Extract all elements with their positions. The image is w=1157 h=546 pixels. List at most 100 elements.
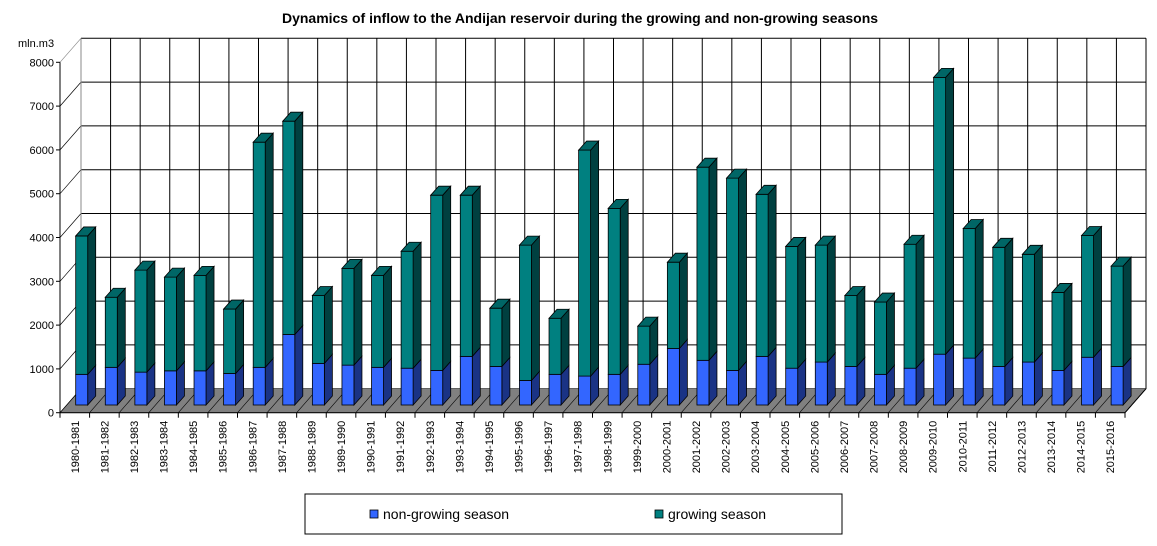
bar-growing <box>1081 235 1094 358</box>
bar-growing-side <box>738 168 747 372</box>
bar-growing-side <box>471 185 481 358</box>
bar-stack-1981-1982 <box>104 287 127 407</box>
bar-growing <box>519 244 532 381</box>
x-tick-label: 1997-1998 <box>573 421 585 474</box>
bar-growing-side <box>1122 256 1132 368</box>
bar-growing-side <box>856 285 866 368</box>
bar-non-growing-side <box>471 346 481 407</box>
bar-growing-side <box>323 285 333 365</box>
bar-growing-side <box>146 260 156 374</box>
bar-non-growing <box>489 366 503 406</box>
bar-growing <box>666 261 680 349</box>
bar-growing-top <box>222 299 245 310</box>
bar-stack-1986-1987 <box>252 132 275 407</box>
bar-growing <box>755 193 769 357</box>
bar-stack-1983-1984 <box>163 267 186 407</box>
bar-growing-side <box>501 298 511 368</box>
bar-stack-2003-2004 <box>755 184 778 407</box>
bar-non-growing <box>696 359 710 406</box>
bar-non-growing <box>962 357 976 406</box>
bar-growing-top <box>281 111 304 122</box>
bar-stack-2009-2010 <box>932 67 955 407</box>
bars <box>74 67 1133 407</box>
x-tick-label: 2001-2002 <box>691 421 703 474</box>
bar-growing-top <box>370 265 393 276</box>
bar-growing <box>933 76 947 355</box>
bar-stack-1997-1998 <box>577 140 600 407</box>
bar-growing-top <box>873 292 896 303</box>
x-tick-label: 2008-2009 <box>898 421 910 474</box>
y-tick-label: 4000 <box>30 233 54 245</box>
x-tick-label: 1999-2000 <box>632 421 644 474</box>
bar-growing-side <box>1093 225 1102 359</box>
side-wall-gridline <box>59 169 82 194</box>
x-tick-label: 1985-1986 <box>218 421 230 474</box>
bar-growing <box>844 295 858 367</box>
bar-growing-side <box>87 225 97 376</box>
x-tick-label: 1991-1992 <box>395 421 407 474</box>
bar-non-growing <box>785 367 799 406</box>
x-tick-label: 1996-1997 <box>543 421 555 474</box>
bar-stack-1998-1999 <box>607 198 630 407</box>
bar-growing-top <box>607 198 630 209</box>
bar-growing <box>578 149 592 377</box>
x-tick-label: 1988-1989 <box>306 421 318 474</box>
bar-growing <box>459 194 473 357</box>
bar-growing-side <box>531 235 540 382</box>
bar-growing <box>252 141 266 368</box>
bar-stack-1995-1996 <box>518 235 541 407</box>
bar-growing-top <box>400 241 423 252</box>
bar-growing <box>430 194 444 371</box>
bar-stack-2013-2014 <box>1051 282 1073 407</box>
bar-growing-side <box>1033 244 1043 364</box>
x-tick-label: 2006-2007 <box>839 421 851 474</box>
bar-growing-side <box>619 198 629 376</box>
x-tick-label: 1994-1995 <box>484 421 496 474</box>
y-tick-label: 7000 <box>30 101 54 113</box>
x-tick-label: 1983-1984 <box>159 421 171 474</box>
y-axis-ticks: 0 1000 2000 3000 4000 5000 6000 7000 8000 <box>30 57 61 420</box>
bar-non-growing <box>755 355 769 406</box>
bar-stack-1984-1985 <box>193 265 215 407</box>
bar-growing <box>1021 253 1035 363</box>
bar-growing <box>992 246 1006 367</box>
y-tick-label: 6000 <box>30 145 54 157</box>
bar-non-growing-side <box>974 348 984 407</box>
bar-stack-1992-1993 <box>429 185 452 407</box>
bar-non-growing <box>992 366 1006 406</box>
bar-non-growing <box>844 366 858 406</box>
bar-stack-2008-2009 <box>903 234 925 407</box>
bar-stack-1994-1995 <box>488 298 511 407</box>
bar-growing-side <box>235 299 245 375</box>
bar-growing-side <box>353 258 363 367</box>
bar-growing <box>341 267 355 366</box>
legend-label-non-growing: non-growing season <box>383 506 509 522</box>
bar-growing-side <box>826 235 836 364</box>
side-wall-gridline <box>59 38 82 63</box>
bar-stack-2001-2002 <box>696 157 718 407</box>
bar-non-growing <box>223 373 237 406</box>
bar-growing-top <box>548 308 570 319</box>
bar-non-growing <box>104 366 118 406</box>
bar-stack-1985-1986 <box>222 299 245 407</box>
bar-growing-top <box>962 219 985 229</box>
bar-non-growing <box>252 366 266 406</box>
bar-non-growing <box>1021 361 1035 406</box>
bar-growing <box>400 250 414 369</box>
bar-stack-1996-1997 <box>548 308 570 407</box>
bar-growing <box>134 269 148 373</box>
bar-growing <box>1110 265 1124 367</box>
x-tick-label: 1989-1990 <box>336 421 348 474</box>
x-tick-label: 2002-2003 <box>721 421 733 474</box>
legend-swatch-non-growing <box>369 509 379 519</box>
bar-growing-top <box>193 265 215 276</box>
x-tick-label: 2000-2001 <box>661 421 673 474</box>
bar-non-growing <box>903 367 917 406</box>
legend: non-growing season growing season <box>304 493 843 535</box>
bar-growing-top <box>725 168 748 179</box>
x-tick-label: 2013-2014 <box>1046 421 1058 474</box>
bar-growing-side <box>974 218 984 360</box>
bar-growing-side <box>264 132 274 369</box>
bar-growing-top <box>932 67 955 78</box>
